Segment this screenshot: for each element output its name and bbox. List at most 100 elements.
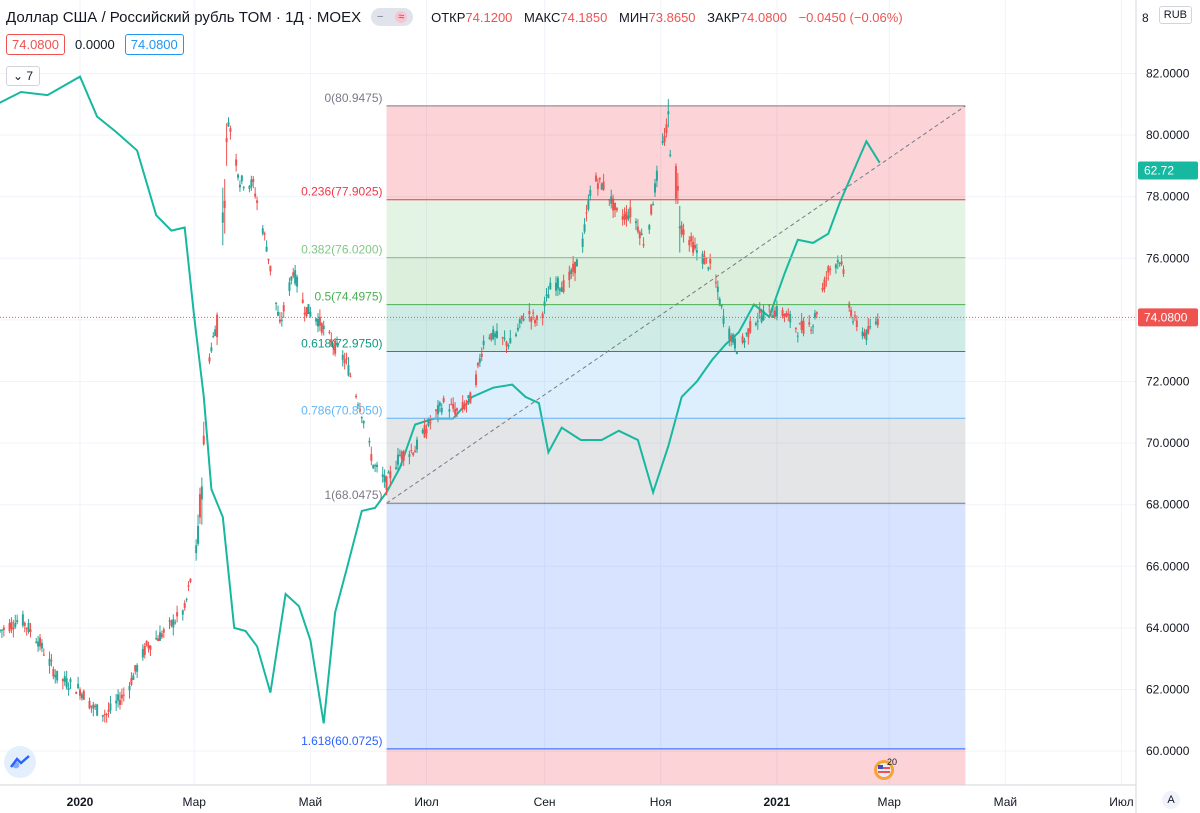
candle-body [467, 395, 470, 399]
fib-zone [386, 748, 966, 785]
compare-pill[interactable]: − ≈ [371, 8, 414, 26]
fib-zone [386, 351, 966, 419]
candle-body [581, 238, 584, 247]
y-tick-label: 62.0000 [1146, 683, 1190, 697]
candle-body [549, 282, 552, 290]
candle-body [256, 200, 259, 203]
candle-body [278, 319, 281, 322]
candle-body [212, 336, 215, 338]
candle-body [661, 141, 664, 144]
candle-body [120, 694, 123, 699]
candle-body [315, 318, 318, 322]
candle-body [10, 621, 13, 630]
candle-body [303, 312, 306, 315]
candle-body [387, 472, 390, 474]
currency-button[interactable]: RUB [1158, 6, 1192, 24]
candle-body [92, 704, 95, 709]
time-scale-bg [0, 785, 1200, 813]
last-price-tag-bg [1138, 308, 1198, 327]
candle-body [63, 676, 66, 682]
x-tick-label: Май [299, 795, 323, 809]
candle-body [492, 329, 495, 339]
candle-body [476, 362, 479, 366]
candle-body [395, 467, 398, 469]
candle-body [421, 429, 424, 433]
y-tick-label: 82.0000 [1146, 67, 1190, 81]
candle-body [650, 204, 653, 215]
candle-body [23, 622, 26, 626]
candle-body [290, 276, 293, 281]
candle-body [541, 313, 544, 319]
candle-body [235, 159, 238, 166]
sell-price-box[interactable]: 74.0800 [6, 34, 65, 55]
candle-body [307, 304, 310, 314]
candle-body [494, 333, 497, 337]
candle-body [149, 645, 152, 650]
candle-body [798, 323, 801, 325]
candle-body [132, 675, 135, 680]
candle-body [183, 603, 186, 608]
candle-body [574, 261, 577, 274]
candle-body [427, 418, 430, 426]
candle-body [745, 333, 748, 335]
candle-body [168, 620, 171, 622]
candle-body [381, 474, 384, 477]
candle-body [96, 704, 99, 716]
fib-level-label: 0(80.9475) [324, 91, 382, 105]
candle-body [296, 276, 299, 287]
buy-price-box[interactable]: 74.0800 [124, 34, 184, 55]
fib-trend-line[interactable] [386, 105, 966, 504]
candle-body [328, 331, 331, 333]
candle-body [867, 326, 870, 334]
candle-body [716, 286, 719, 292]
candle-body [414, 450, 417, 453]
candle-body [813, 313, 816, 318]
candle-body [197, 525, 200, 544]
candle-body [612, 198, 615, 211]
wave-icon: ≈ [395, 11, 408, 23]
candle-body [634, 221, 637, 224]
candle-body [288, 282, 291, 292]
candle-body [838, 262, 841, 264]
chart-grid [0, 0, 1136, 785]
change-value: −0.0450 (−0.06%) [798, 9, 903, 25]
candle-body [39, 637, 42, 647]
candle-body [408, 454, 411, 457]
fib-level-label: 0.786(70.8050) [301, 403, 382, 417]
candle-body [162, 629, 165, 633]
open-label: ОТКР [431, 9, 466, 25]
candle-body [187, 585, 190, 587]
y-tick-label: 66.0000 [1146, 559, 1190, 573]
candle-body [575, 259, 578, 267]
us-flag-icon[interactable]: 20 [870, 756, 904, 780]
fibonacci-levels[interactable]: 0(80.9475) 0.236(77.9025) 0.382(76.0200) 0.… [301, 91, 966, 750]
candle-body [589, 189, 592, 196]
candle-body [383, 475, 386, 482]
overlay-line[interactable] [0, 75, 881, 724]
candle-body [275, 302, 278, 304]
auto-scale-button[interactable]: A [1162, 791, 1180, 809]
candle-body [865, 330, 868, 341]
candle-body [176, 612, 179, 617]
symbol-title[interactable]: Доллар США / Российский рубль TOM · 1Д ·… [6, 8, 362, 26]
candle-body [0, 630, 2, 632]
indicators-toggle[interactable]: ⌄ 7 [6, 66, 41, 86]
candle-body [848, 303, 851, 308]
candle-body [277, 311, 280, 316]
candle-body [223, 200, 226, 208]
fib-zone [386, 199, 966, 258]
candle-body [250, 179, 253, 187]
tradingview-logo-icon[interactable] [4, 746, 36, 778]
candle-body [69, 679, 72, 683]
candle-body [623, 213, 626, 220]
candle-body [37, 641, 40, 647]
price-boxes: 74.0800 0.0000 74.0800 [6, 34, 184, 55]
candle-body [775, 306, 778, 317]
fib-zone [386, 257, 966, 305]
candle-body [128, 685, 131, 691]
candle-body [334, 340, 337, 354]
candle-body [556, 277, 559, 289]
candle-body [621, 216, 624, 220]
